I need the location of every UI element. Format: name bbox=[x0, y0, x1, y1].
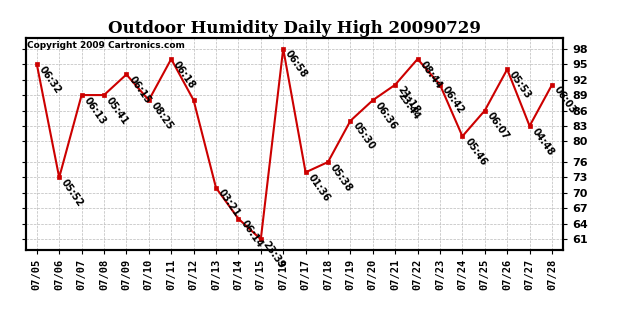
Text: 06:36: 06:36 bbox=[372, 100, 399, 131]
Text: Copyright 2009 Cartronics.com: Copyright 2009 Cartronics.com bbox=[27, 41, 184, 50]
Text: 06:03: 06:03 bbox=[552, 85, 578, 116]
Text: 06:15: 06:15 bbox=[127, 75, 152, 106]
Text: 05:46: 05:46 bbox=[462, 136, 488, 167]
Text: 23:39: 23:39 bbox=[261, 239, 287, 270]
Text: 03:21: 03:21 bbox=[216, 188, 242, 219]
Text: 04:48: 04:48 bbox=[529, 126, 556, 157]
Text: 05:41: 05:41 bbox=[104, 95, 130, 126]
Text: 06:42: 06:42 bbox=[440, 85, 466, 116]
Text: 05:38: 05:38 bbox=[328, 162, 354, 193]
Title: Outdoor Humidity Daily High 20090729: Outdoor Humidity Daily High 20090729 bbox=[108, 20, 481, 37]
Text: 06:07: 06:07 bbox=[485, 110, 511, 142]
Text: 05:52: 05:52 bbox=[59, 178, 85, 209]
Text: 06:18: 06:18 bbox=[172, 59, 197, 90]
Text: 01:36: 01:36 bbox=[306, 172, 332, 204]
Text: 08:25: 08:25 bbox=[149, 100, 175, 132]
Text: 08:44: 08:44 bbox=[417, 59, 444, 90]
Text: 05:53: 05:53 bbox=[507, 69, 533, 100]
Text: 06:14: 06:14 bbox=[238, 219, 264, 250]
Text: 06:32: 06:32 bbox=[36, 64, 63, 95]
Text: 21:18: 21:18 bbox=[396, 85, 421, 116]
Text: 23:44: 23:44 bbox=[396, 90, 421, 121]
Text: 06:58: 06:58 bbox=[283, 49, 309, 80]
Text: 06:13: 06:13 bbox=[82, 95, 108, 126]
Text: 05:30: 05:30 bbox=[351, 121, 376, 152]
